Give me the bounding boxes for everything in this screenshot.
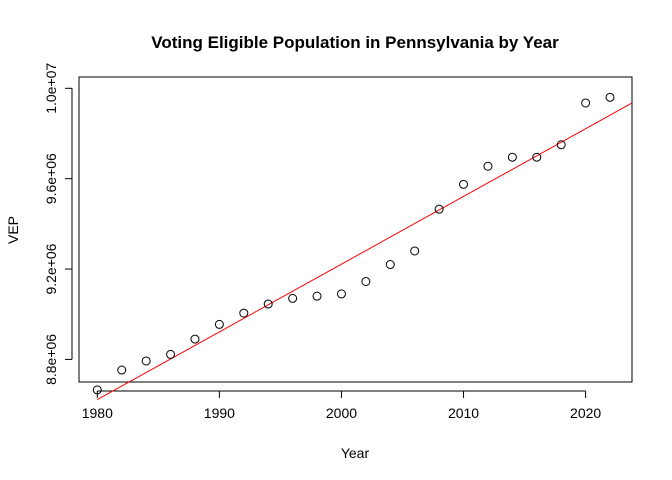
fit-line — [97, 102, 633, 401]
data-point — [605, 92, 615, 102]
chart-title: Voting Eligible Population in Pennsylvan… — [151, 33, 559, 52]
data-point — [239, 308, 249, 318]
data-point — [361, 276, 371, 286]
data-point — [166, 349, 176, 359]
x-axis: 1980 1990 2000 2010 2020 — [82, 390, 601, 421]
x-tick-label: 2020 — [570, 405, 601, 421]
x-tick-label: 2010 — [448, 405, 479, 421]
data-point — [141, 356, 151, 366]
y-axis: 8.8e+06 9.2e+06 9.6e+06 1.0e+07 — [43, 63, 73, 385]
data-point — [556, 140, 566, 150]
y-tick-label: 9.6e+06 — [43, 153, 59, 204]
data-point — [385, 260, 395, 270]
plot-area-frame — [78, 76, 633, 383]
data-point — [581, 98, 591, 108]
x-axis-label: Year — [341, 445, 370, 461]
data-point — [410, 246, 420, 256]
data-point — [483, 161, 493, 171]
data-point — [190, 334, 200, 344]
y-tick-label: 9.2e+06 — [43, 243, 59, 294]
data-point — [507, 152, 517, 162]
y-axis-label: VEP — [5, 216, 21, 244]
x-tick-label: 1980 — [82, 405, 113, 421]
data-point — [459, 179, 469, 189]
data-points — [92, 92, 615, 395]
data-point — [117, 365, 127, 375]
data-point — [312, 291, 322, 301]
x-tick-label: 2000 — [326, 405, 357, 421]
y-tick-label: 8.8e+06 — [43, 334, 59, 385]
data-point — [288, 293, 298, 303]
data-point — [214, 319, 224, 329]
x-tick-label: 1990 — [204, 405, 235, 421]
y-tick-label: 1.0e+07 — [43, 63, 59, 114]
data-point — [532, 152, 542, 162]
data-point — [92, 385, 102, 395]
data-point — [434, 204, 444, 214]
data-point — [263, 299, 273, 309]
data-point — [336, 289, 346, 299]
